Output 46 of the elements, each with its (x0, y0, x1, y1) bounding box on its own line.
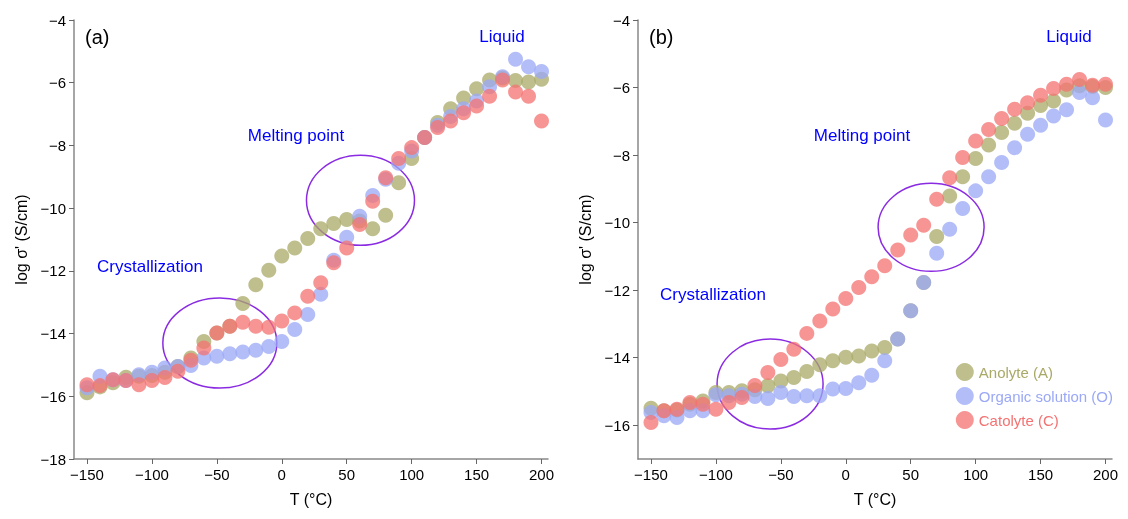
annotation: Crystallization (97, 256, 203, 276)
annotation: Liquid (1046, 26, 1092, 46)
x-tick-label: 200 (1092, 466, 1119, 483)
y-tick-label: −16 (604, 416, 630, 434)
y-tick-label: −12 (604, 281, 630, 299)
y-tick-label: −18 (40, 450, 66, 468)
legend-label: Organic solution (O) (978, 387, 1113, 405)
x-tick-label: −150 (70, 466, 104, 483)
x-tick-label: 0 (841, 466, 850, 483)
chart-title: (b) (649, 26, 674, 48)
annotation: Melting point (247, 125, 345, 145)
x-tick-label: −150 (634, 466, 668, 483)
x-tick-label: 150 (1028, 466, 1054, 483)
x-axis-title: T (°C) (289, 490, 333, 508)
x-tick-label: 0 (277, 466, 286, 483)
x-tick-label: 150 (464, 466, 490, 483)
y-tick-label: −14 (604, 349, 630, 367)
x-tick-label: 50 (338, 466, 356, 483)
x-tick-label: 200 (528, 466, 555, 483)
legend-label: Catolyte (C) (978, 411, 1059, 429)
y-tick-label: −4 (612, 11, 630, 29)
y-tick-label: −16 (40, 387, 66, 405)
y-tick-label: −4 (48, 11, 66, 29)
x-axis-title: T (°C) (853, 490, 897, 508)
y-axis-title: log σ' (S/cm) (577, 194, 595, 285)
x-tick-label: −50 (768, 466, 794, 483)
y-tick-label: −8 (612, 146, 630, 164)
y-axis-title: log σ' (S/cm) (13, 194, 31, 285)
y-tick-label: −6 (612, 79, 630, 97)
annotation: Crystallization (660, 284, 766, 304)
annotation: Melting point (813, 125, 911, 145)
y-tick-label: −12 (40, 262, 66, 280)
y-tick-label: −8 (48, 136, 66, 154)
x-tick-label: 100 (399, 466, 425, 483)
x-tick-label: 50 (902, 466, 920, 483)
y-tick-label: −14 (40, 325, 66, 343)
x-tick-label: −100 (699, 466, 733, 483)
x-tick-label: −50 (204, 466, 230, 483)
y-tick-label: −10 (604, 214, 630, 232)
annotation: Liquid (479, 26, 525, 46)
chart-title: (a) (85, 26, 110, 48)
x-tick-label: 100 (963, 466, 989, 483)
legend-label: Anolyte (A) (978, 363, 1053, 381)
x-tick-label: −100 (135, 466, 169, 483)
y-tick-label: −6 (48, 74, 66, 92)
y-tick-label: −10 (40, 199, 66, 217)
